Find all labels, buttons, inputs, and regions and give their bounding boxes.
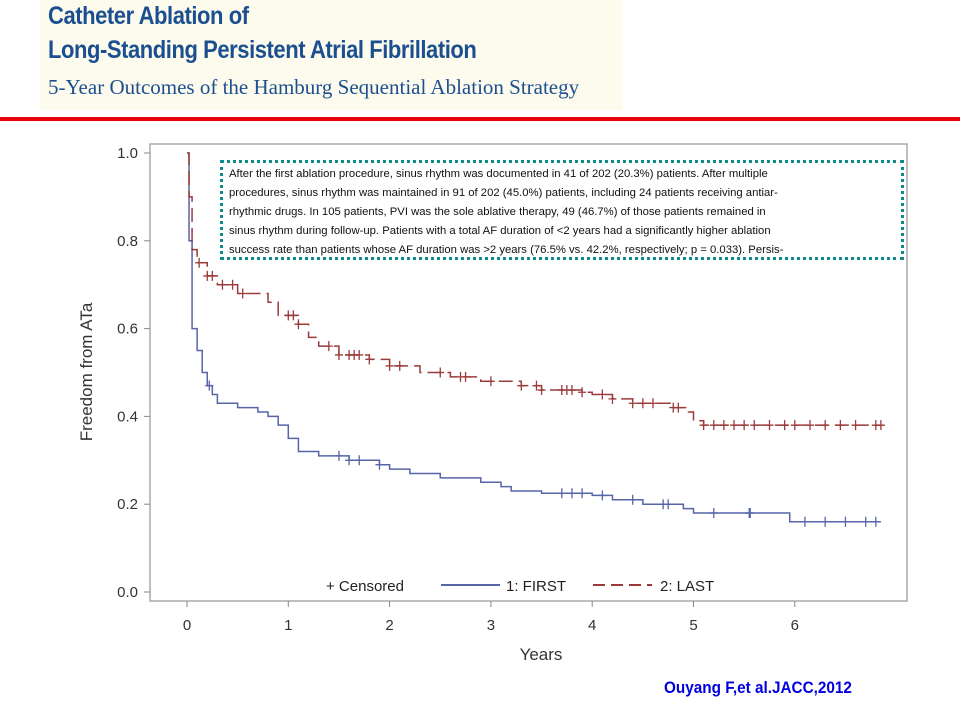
censor-mark (395, 360, 404, 371)
censor-mark (851, 420, 860, 431)
y-tick-label: 0.6 (117, 321, 138, 338)
censor-mark (719, 420, 728, 431)
censor-mark (746, 507, 755, 518)
y-tick-label: 0.4 (117, 408, 138, 425)
censor-mark (628, 398, 637, 409)
censor-mark (730, 420, 739, 431)
title-banner: Catheter Ablation of Long-Standing Persi… (40, 0, 622, 110)
censor-mark (800, 516, 809, 527)
note-line: rhythmic drugs. In 105 patients, PVI was… (229, 206, 766, 218)
censor-mark (598, 389, 607, 400)
censor-mark (861, 516, 870, 527)
censor-mark (871, 516, 880, 527)
censor-mark (567, 488, 576, 499)
censor-mark (532, 380, 541, 391)
citation: Ouyang F,et al.JACC,2012 (664, 678, 852, 697)
censor-mark (740, 420, 749, 431)
note-line: success rate than patients whose AF dura… (229, 244, 784, 256)
censor-mark (567, 385, 576, 396)
censor-mark (195, 257, 204, 268)
censor-mark (638, 398, 647, 409)
x-axis-label: Years (520, 645, 563, 664)
censor-mark (345, 455, 354, 466)
y-tick-label: 0.0 (117, 584, 138, 601)
censor-mark (517, 380, 526, 391)
note-line: procedures, sinus rhythm was maintained … (229, 187, 778, 199)
y-tick-label: 0.8 (117, 233, 138, 250)
legend-label-first: 1: FIRST (506, 578, 566, 595)
subtitle: 5-Year Outcomes of the Hamburg Sequentia… (48, 75, 580, 99)
censor-mark (699, 420, 708, 431)
y-tick-label: 0.2 (117, 496, 138, 513)
censor-mark (436, 367, 445, 378)
censor-mark (841, 516, 850, 527)
censor-mark (780, 420, 789, 431)
censor-mark (648, 398, 657, 409)
censor-mark (578, 488, 587, 499)
censor-mark (294, 319, 303, 330)
annotation-box: After the first ablation procedure, sinu… (220, 160, 904, 260)
censor-mark (208, 270, 217, 281)
x-tick-label: 4 (588, 617, 596, 634)
censor-mark (805, 420, 814, 431)
x-tick-label: 3 (487, 617, 495, 634)
censor-mark (608, 393, 617, 404)
title-line-2: Long-Standing Persistent Atrial Fibrilla… (48, 36, 477, 64)
note-line: After the first ablation procedure, sinu… (229, 168, 768, 180)
censor-mark (876, 420, 885, 431)
censor-mark (750, 420, 759, 431)
censor-mark (709, 507, 718, 518)
censor-mark (537, 385, 546, 396)
censor-mark (557, 488, 566, 499)
legend-censored: + Censored (326, 578, 404, 595)
censor-mark (486, 376, 495, 387)
legend-label-last: 2: LAST (660, 578, 714, 595)
censor-mark (836, 420, 845, 431)
x-tick-label: 5 (689, 617, 697, 634)
censor-mark (238, 288, 247, 299)
censor-mark (790, 420, 799, 431)
censor-mark (765, 420, 774, 431)
censor-mark (578, 387, 587, 398)
censor-mark (709, 420, 718, 431)
censor-mark (628, 494, 637, 505)
red-divider (0, 117, 960, 121)
y-axis-label: Freedom from ATa (77, 302, 96, 441)
x-tick-label: 0 (183, 617, 191, 634)
x-tick-label: 2 (385, 617, 393, 634)
censor-mark (385, 360, 394, 371)
censor-mark (375, 459, 384, 470)
censor-mark (218, 279, 227, 290)
plot-frame (149, 143, 908, 602)
y-tick-label: 1.0 (117, 145, 138, 162)
censor-mark (334, 450, 343, 461)
censor-mark (355, 455, 364, 466)
censor-mark (821, 516, 830, 527)
censor-mark (205, 380, 214, 391)
censor-mark (228, 279, 237, 290)
censor-mark (674, 402, 683, 413)
censor-mark (289, 310, 298, 321)
x-tick-label: 6 (791, 617, 799, 634)
censor-mark (821, 420, 830, 431)
censor-mark (334, 349, 343, 360)
title-line-1: Catheter Ablation of (48, 2, 249, 30)
note-line: sinus rhythm during follow-up. Patients … (229, 225, 771, 237)
censor-mark (598, 490, 607, 501)
censor-mark (664, 499, 673, 510)
x-tick-label: 1 (284, 617, 292, 634)
censor-mark (324, 341, 333, 352)
censor-mark (355, 349, 364, 360)
censor-mark (365, 354, 374, 365)
censor-mark (461, 371, 470, 382)
